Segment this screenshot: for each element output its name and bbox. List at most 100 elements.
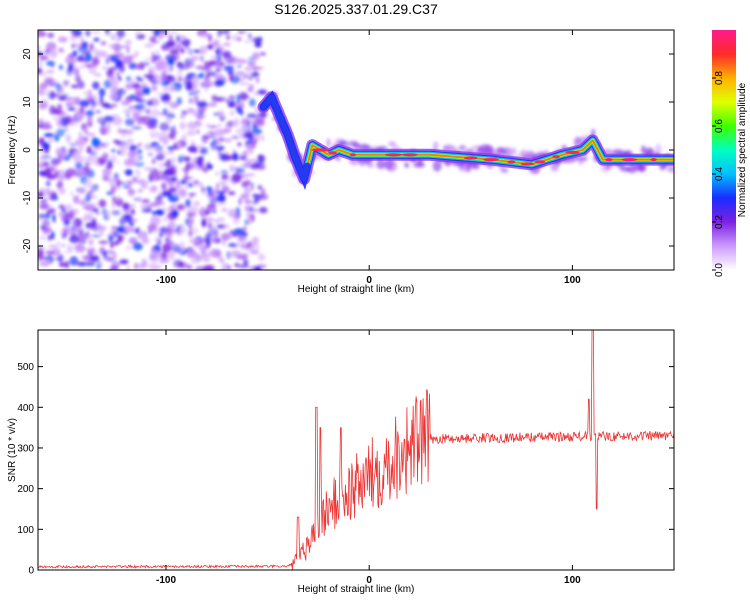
spectrogram-y-label: Frequency (Hz) (7, 116, 18, 185)
noise-blob (159, 233, 163, 237)
noise-blob (194, 180, 198, 184)
noise-blob (226, 177, 230, 182)
noise-blob (132, 126, 142, 129)
noise-blob (89, 239, 94, 245)
noise-blob (220, 197, 226, 202)
noise-blob (201, 136, 210, 139)
y-tick-label: 200 (17, 484, 34, 495)
noise-blob (250, 163, 260, 170)
noise-blob (159, 259, 169, 263)
noise-blob (188, 183, 194, 187)
noise-blob (164, 186, 167, 194)
noise-blob (59, 263, 67, 267)
noise-blob (63, 155, 71, 160)
noise-blob (175, 83, 181, 87)
noise-blob (186, 179, 190, 183)
noise-blob (187, 108, 193, 111)
noise-blob (167, 58, 174, 66)
y-tick-label: -20 (22, 238, 33, 253)
noise-blob (102, 208, 107, 216)
noise-blob (188, 226, 199, 235)
noise-blob (180, 241, 185, 250)
noise-blob (235, 129, 243, 134)
noise-blob (168, 85, 175, 92)
noise-blob (85, 262, 95, 266)
noise-blob (252, 129, 262, 135)
noise-blob (58, 187, 65, 194)
noise-blob (58, 48, 64, 53)
noise-blob (207, 103, 217, 106)
noise-blob (148, 75, 155, 83)
noise-blob (183, 177, 194, 180)
noise-blob (58, 212, 64, 216)
noise-blob (236, 170, 240, 173)
noise-blob (240, 193, 249, 200)
noise-blob (127, 188, 134, 196)
noise-blob (234, 228, 244, 234)
noise-blob (57, 154, 62, 163)
noise-blob (210, 249, 221, 258)
noise-blob (79, 147, 83, 151)
noise-blob (86, 110, 94, 116)
noise-blob (181, 63, 191, 70)
noise-blob (152, 41, 160, 43)
noise-blob (44, 70, 54, 74)
noise-blob (218, 256, 223, 262)
signal-peak (312, 148, 329, 151)
spectrogram-x-label: Height of straight line (km) (298, 284, 415, 295)
noise-blob (51, 231, 54, 240)
noise-blob (104, 116, 114, 122)
noise-blob (208, 61, 218, 67)
noise-blob (237, 142, 241, 146)
noise-blob (229, 164, 233, 172)
noise-blob (149, 109, 160, 117)
noise-blob (240, 163, 245, 170)
noise-blob (215, 171, 219, 175)
noise-blob (75, 138, 85, 146)
noise-blob (102, 153, 108, 161)
noise-blob (72, 173, 81, 176)
y-tick-label: 20 (22, 48, 33, 60)
noise-blob (39, 236, 46, 240)
noise-blob (85, 133, 96, 136)
noise-blob (132, 112, 140, 121)
noise-blob (159, 34, 163, 40)
halo-blob (459, 145, 466, 151)
noise-blob (170, 177, 177, 182)
noise-blob (170, 67, 173, 70)
noise-blob (151, 85, 157, 92)
noise-blob (89, 212, 92, 221)
spectrogram-panel: -100 0 100 20100-10-20 Height of straight … (7, 26, 677, 295)
noise-blob (122, 203, 129, 211)
noise-blob (233, 218, 240, 224)
noise-blob (129, 237, 138, 244)
noise-blob (243, 133, 253, 139)
noise-blob (107, 250, 114, 254)
noise-blob (118, 76, 122, 81)
noise-blob (44, 133, 51, 136)
snr-panel: -100 0 100 0100200300400500 Height of stra… (7, 330, 674, 595)
noise-blob (144, 44, 153, 48)
noise-blob (155, 209, 164, 215)
noise-blob (216, 233, 219, 236)
noise-blob (168, 111, 174, 114)
noise-blob (183, 186, 189, 188)
noise-blob (152, 172, 160, 181)
noise-blob (84, 91, 87, 95)
noise-blob (108, 33, 118, 36)
spectrogram-plot-area (33, 26, 677, 274)
noise-blob (188, 193, 196, 196)
noise-blob (84, 214, 89, 217)
y-tick-label: 300 (17, 443, 34, 454)
noise-blob (223, 43, 231, 46)
noise-blob (78, 81, 85, 89)
noise-blob (117, 161, 120, 165)
noise-blob (110, 104, 118, 107)
x-tick-label: -100 (156, 575, 176, 586)
snr-frame (38, 330, 674, 570)
x-tick-label: 100 (564, 275, 581, 286)
noise-blob (58, 204, 65, 209)
noise-blob (41, 156, 51, 159)
noise-blob (68, 247, 71, 254)
noise-blob (151, 185, 158, 192)
